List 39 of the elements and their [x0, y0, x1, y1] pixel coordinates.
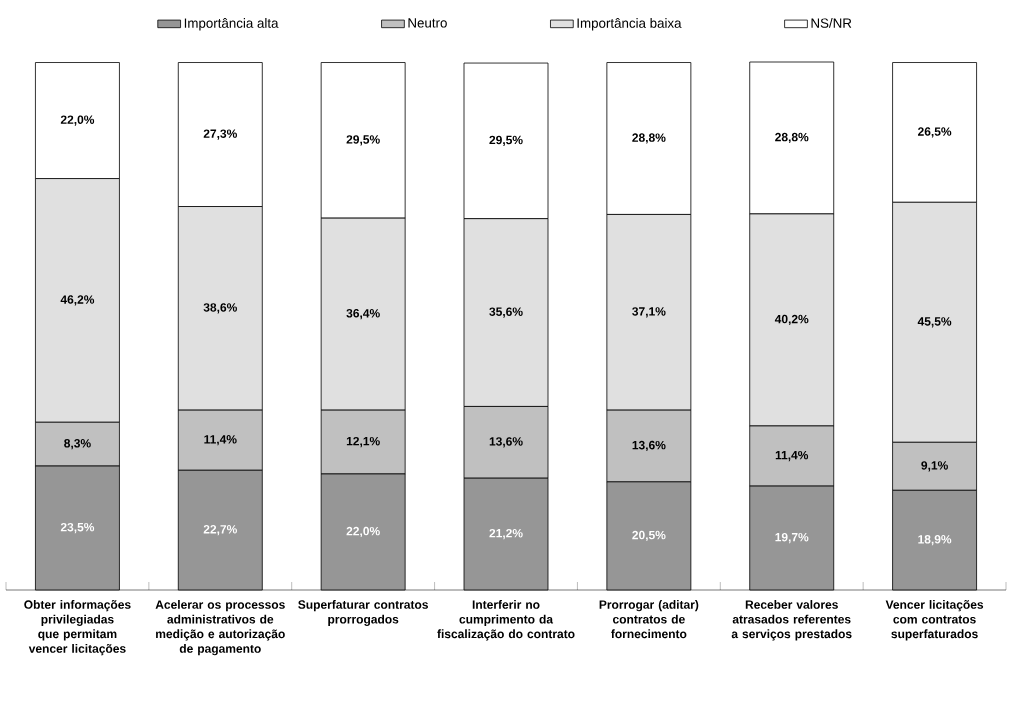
data-label: 22,0% — [60, 115, 95, 126]
data-label: 20,5% — [632, 530, 666, 542]
data-label: 22,0% — [346, 526, 380, 538]
x-tick-label: Receber valores atrasados referentes a serviços prestados — [731, 600, 852, 641]
x-tick-label: Interferir no cumprimento da fiscalização do contrato — [437, 600, 575, 641]
data-label: 23,5% — [60, 522, 95, 534]
legend-label: Importância alta — [184, 18, 279, 31]
data-label: 37,1% — [632, 307, 666, 318]
data-label: 9,1% — [921, 461, 948, 472]
data-label: 27,3% — [203, 129, 237, 140]
data-label: 19,7% — [775, 532, 809, 544]
x-tick-label: Obter informações privilegiadas que permitam vencer licitações — [24, 600, 131, 656]
data-label: 26,5% — [917, 127, 952, 138]
data-label: 36,4% — [346, 309, 380, 320]
data-label: 13,6% — [632, 440, 666, 452]
data-label: 35,6% — [489, 307, 523, 318]
data-label: 28,8% — [632, 133, 666, 144]
data-label: 13,6% — [489, 437, 523, 448]
data-label: 11,4% — [775, 450, 809, 462]
legend-label: NS/NR — [811, 18, 852, 28]
data-label: 18,9% — [918, 535, 952, 546]
data-label: 11,4% — [204, 435, 237, 446]
data-label: 38,6% — [203, 303, 237, 314]
data-label: 29,5% — [346, 135, 380, 146]
data-label: 28,8% — [775, 132, 809, 144]
data-label: 40,2% — [774, 314, 809, 326]
legend-label: Neutro — [408, 18, 447, 28]
x-tick-label: Acelerar os processos administrativos de medição e autorização de pagamento — [155, 600, 285, 656]
x-tick-label: Superfaturar contratos prorrogados — [298, 600, 428, 626]
data-label: 8,3% — [64, 439, 91, 450]
data-label: 45,5% — [917, 317, 952, 328]
data-label: 22,7% — [203, 525, 237, 536]
data-label: 29,5% — [489, 135, 523, 146]
data-label: 12,1% — [346, 436, 380, 448]
data-label: 46,2% — [60, 295, 95, 306]
data-label: 21,2% — [489, 528, 523, 540]
x-tick-label: Prorrogar (aditar) contratos de fornecimento — [599, 600, 699, 639]
x-tick-label: Vencer licitações com contratos superfaturados — [885, 600, 984, 641]
legend-label: Importância baixa — [577, 18, 682, 31]
